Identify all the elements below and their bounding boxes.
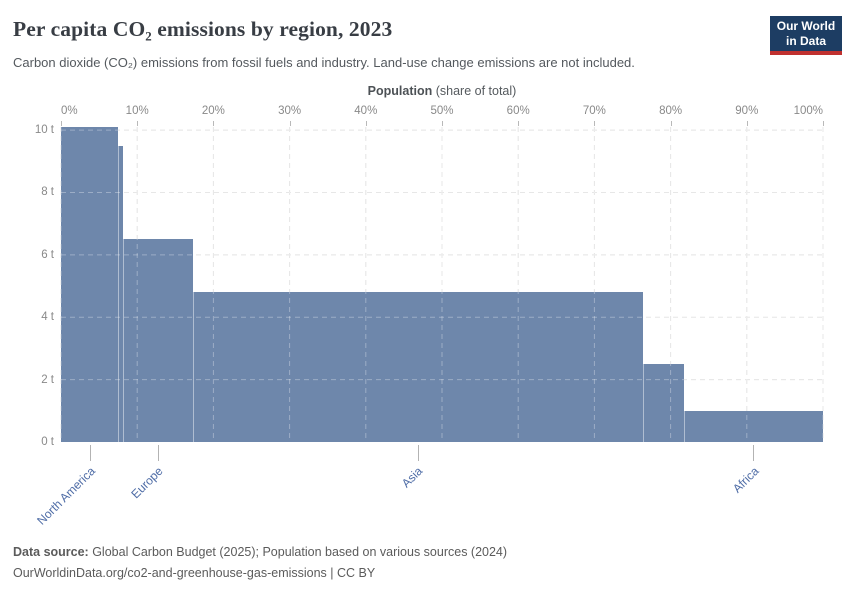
x-tick-mark xyxy=(213,121,215,126)
x-axis-title: Population (share of total) xyxy=(61,84,823,98)
footer-link[interactable]: OurWorldinData.org/co2-and-greenhouse-ga… xyxy=(13,566,376,580)
x-tick-mark xyxy=(670,121,672,126)
x-axis-tick-labels: 0% 10% 20% 30% 40% 50% 60% 70% 80% 90% 100% xyxy=(61,105,823,120)
page-title: Per capita CO₂ emissions by region, 2023 xyxy=(13,17,393,41)
bar-africa[interactable] xyxy=(683,410,823,442)
x-tick-label: 60% xyxy=(506,105,530,117)
bar-unlabeled[interactable] xyxy=(642,364,684,442)
y-tick-label: 0 t xyxy=(41,436,54,448)
bar-europe[interactable] xyxy=(122,239,193,442)
region-label: North America xyxy=(33,464,98,528)
y-tick-label: 4 t xyxy=(41,311,54,324)
x-tick-label: 90% xyxy=(735,105,759,117)
x-axis-title-bold: Population xyxy=(367,84,433,98)
x-tick-label: 100% xyxy=(793,105,823,117)
bar-unlabeled[interactable] xyxy=(118,145,123,442)
y-tick-label: 2 t xyxy=(41,373,54,386)
region-tick-mark xyxy=(417,445,419,461)
x-tick-mark xyxy=(518,121,520,126)
region-label: Asia xyxy=(399,464,426,491)
owid-logo[interactable]: Our World in Data xyxy=(770,16,842,55)
owid-logo-line1: Our World xyxy=(776,19,836,33)
x-tick-mark xyxy=(61,121,62,126)
region-tick-mark xyxy=(753,445,755,461)
y-tick-label: 6 t xyxy=(41,248,54,261)
data-source-line: Data source: Global Carbon Budget (2025)… xyxy=(13,545,507,559)
x-tick-mark xyxy=(289,121,291,126)
region-tick-mark xyxy=(157,445,159,461)
x-tick-label: 30% xyxy=(278,105,302,117)
region-label: Africa xyxy=(729,464,762,496)
x-tick-label: 0% xyxy=(61,105,78,117)
chart-footer: Data source: Global Carbon Budget (2025)… xyxy=(13,545,507,587)
data-source-text: Global Carbon Budget (2025); Population … xyxy=(88,545,508,559)
x-tick-mark xyxy=(823,121,824,126)
x-tick-label: 50% xyxy=(430,105,454,117)
y-tick-label: 10 t xyxy=(34,124,54,137)
x-tick-label: 80% xyxy=(659,105,683,117)
owid-logo-line2: in Data xyxy=(785,33,826,48)
region-tick-mark xyxy=(89,445,91,461)
plot-area xyxy=(60,127,824,442)
chart-subtitle: Carbon dioxide (CO₂) emissions from foss… xyxy=(13,55,635,70)
x-tick-mark xyxy=(137,121,139,126)
x-tick-label: 40% xyxy=(354,105,378,117)
bar-north-america[interactable] xyxy=(61,127,119,442)
x-tick-mark xyxy=(442,121,443,126)
x-tick-label: 20% xyxy=(201,105,225,117)
x-axis-title-rest: (share of total) xyxy=(432,84,517,98)
x-tick-label: 10% xyxy=(125,105,149,117)
region-label: Europe xyxy=(128,464,166,502)
bar-asia[interactable] xyxy=(192,292,643,442)
x-tick-mark xyxy=(746,121,748,126)
data-source-label: Data source: xyxy=(13,545,89,559)
x-tick-label: 70% xyxy=(582,105,606,117)
y-tick-label: 8 t xyxy=(41,186,54,199)
x-tick-mark xyxy=(365,121,367,126)
x-tick-mark xyxy=(594,121,596,126)
gridlines-over-bars xyxy=(60,127,824,442)
